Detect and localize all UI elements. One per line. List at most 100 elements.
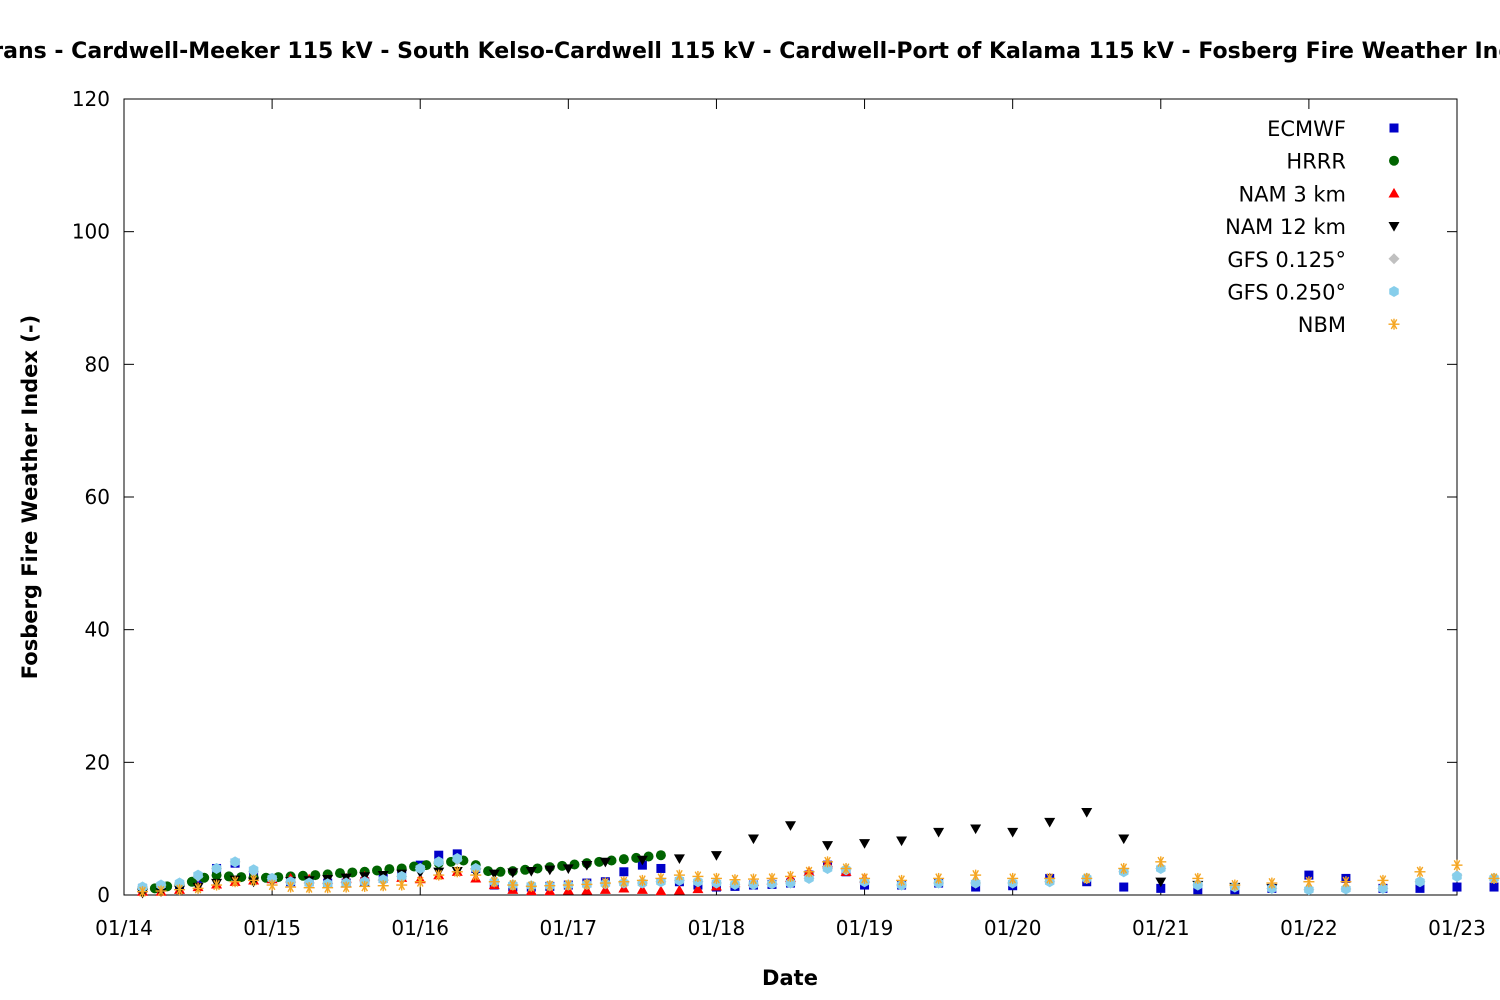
data-point: [636, 874, 648, 886]
data-point: [710, 872, 722, 884]
x-axis-label: Date: [762, 966, 818, 990]
data-point: [970, 877, 981, 889]
data-point: [433, 869, 445, 881]
y-tick-label: 100: [72, 220, 110, 244]
data-point: [1304, 870, 1314, 880]
chart-title: trans - Cardwell-Meeker 115 kV - South K…: [0, 39, 1500, 64]
data-point: [599, 877, 611, 889]
data-point: [470, 869, 482, 881]
data-point: [618, 876, 630, 888]
data-point: [452, 853, 463, 865]
data-point: [229, 876, 241, 888]
data-point: [896, 874, 908, 886]
y-tick-label: 20: [85, 750, 110, 774]
data-point: [1452, 882, 1462, 892]
data-point: [359, 880, 371, 892]
y-axis-label: Fosberg Fire Weather Index (-): [18, 315, 42, 679]
data-point: [599, 857, 611, 868]
data-point: [322, 882, 334, 894]
legend-label: ECMWF: [1267, 117, 1346, 141]
data-point: [1415, 876, 1425, 888]
legend: ECMWF HRRR NAM 3 km NAM 12 km GFS 0.125° GFS …: [1225, 117, 1400, 337]
data-point: [211, 879, 223, 891]
data-point: [1451, 859, 1463, 871]
data-point: [747, 834, 759, 845]
data-point: [1155, 877, 1167, 888]
x-tick-label: 01/20: [984, 916, 1042, 940]
data-point: [1007, 827, 1019, 838]
data-point: [1156, 883, 1166, 893]
data-point: [618, 854, 629, 865]
data-point: [248, 864, 259, 876]
data-point: [415, 862, 425, 874]
data-point: [544, 865, 556, 876]
data-point: [1229, 879, 1241, 891]
data-point: [673, 869, 685, 881]
data-point: [970, 869, 982, 881]
x-tick-label: 01/14: [95, 916, 153, 940]
data-point: [656, 863, 666, 873]
data-point: [525, 880, 537, 892]
data-point: [266, 879, 278, 891]
data-point: [822, 856, 834, 868]
data-point: [673, 884, 685, 895]
data-point: [155, 885, 167, 897]
data-point: [303, 882, 315, 894]
data-point: [396, 879, 408, 891]
data-point: [655, 850, 666, 861]
y-tick-label: 80: [85, 352, 110, 376]
data-point: [859, 839, 871, 849]
data-point: [488, 876, 500, 888]
data-point: [434, 850, 444, 860]
x-tick-label: 01/22: [1280, 916, 1338, 940]
legend-label: NBM: [1298, 313, 1346, 337]
data-point: [840, 862, 852, 874]
data-point: [1266, 877, 1278, 889]
data-point: [192, 882, 204, 894]
data-point: [248, 874, 260, 886]
data-point: [1340, 876, 1352, 888]
data-point: [525, 866, 537, 877]
data-point: [710, 851, 722, 861]
data-point: [1452, 870, 1462, 882]
data-point: [1118, 834, 1130, 845]
x-tick-label: 01/17: [540, 916, 598, 940]
series-6: [137, 856, 1500, 898]
data-points: [137, 807, 1500, 899]
y-tick-label: 60: [85, 485, 110, 509]
data-point: [1007, 872, 1019, 884]
data-point: [655, 872, 667, 884]
data-point: [766, 872, 778, 884]
x-tick-label: 01/23: [1428, 916, 1486, 940]
data-point: [377, 880, 389, 892]
data-point: [1155, 856, 1167, 868]
y-tick-label: 120: [72, 87, 110, 111]
data-point: [211, 870, 222, 881]
data-point: [1118, 862, 1130, 874]
data-point: [655, 885, 667, 896]
data-point: [230, 856, 240, 868]
data-point: [495, 866, 506, 877]
legend-label: NAM 3 km: [1238, 182, 1346, 206]
data-point: [285, 881, 297, 893]
legend-marker: [1388, 221, 1400, 232]
data-point: [581, 878, 593, 890]
data-point: [211, 862, 222, 874]
data-point: [643, 851, 654, 862]
data-point: [340, 881, 352, 893]
legend-label: GFS 0.125°: [1227, 248, 1346, 272]
data-point: [729, 874, 741, 886]
data-point: [631, 852, 642, 863]
x-tick-label: 01/15: [243, 916, 301, 940]
data-point: [532, 863, 543, 874]
data-point: [1304, 884, 1314, 896]
legend-label: HRRR: [1286, 150, 1346, 174]
data-point: [803, 866, 815, 878]
data-point: [673, 854, 685, 865]
data-point: [1489, 882, 1499, 892]
data-point: [636, 884, 648, 894]
data-point: [562, 864, 574, 874]
data-point: [223, 871, 234, 882]
axes: 0 20 40 60 80 100 120 01/14 01/15 01/16 01/17 01/18…: [72, 87, 1486, 940]
legend-label: GFS 0.250°: [1227, 281, 1346, 305]
